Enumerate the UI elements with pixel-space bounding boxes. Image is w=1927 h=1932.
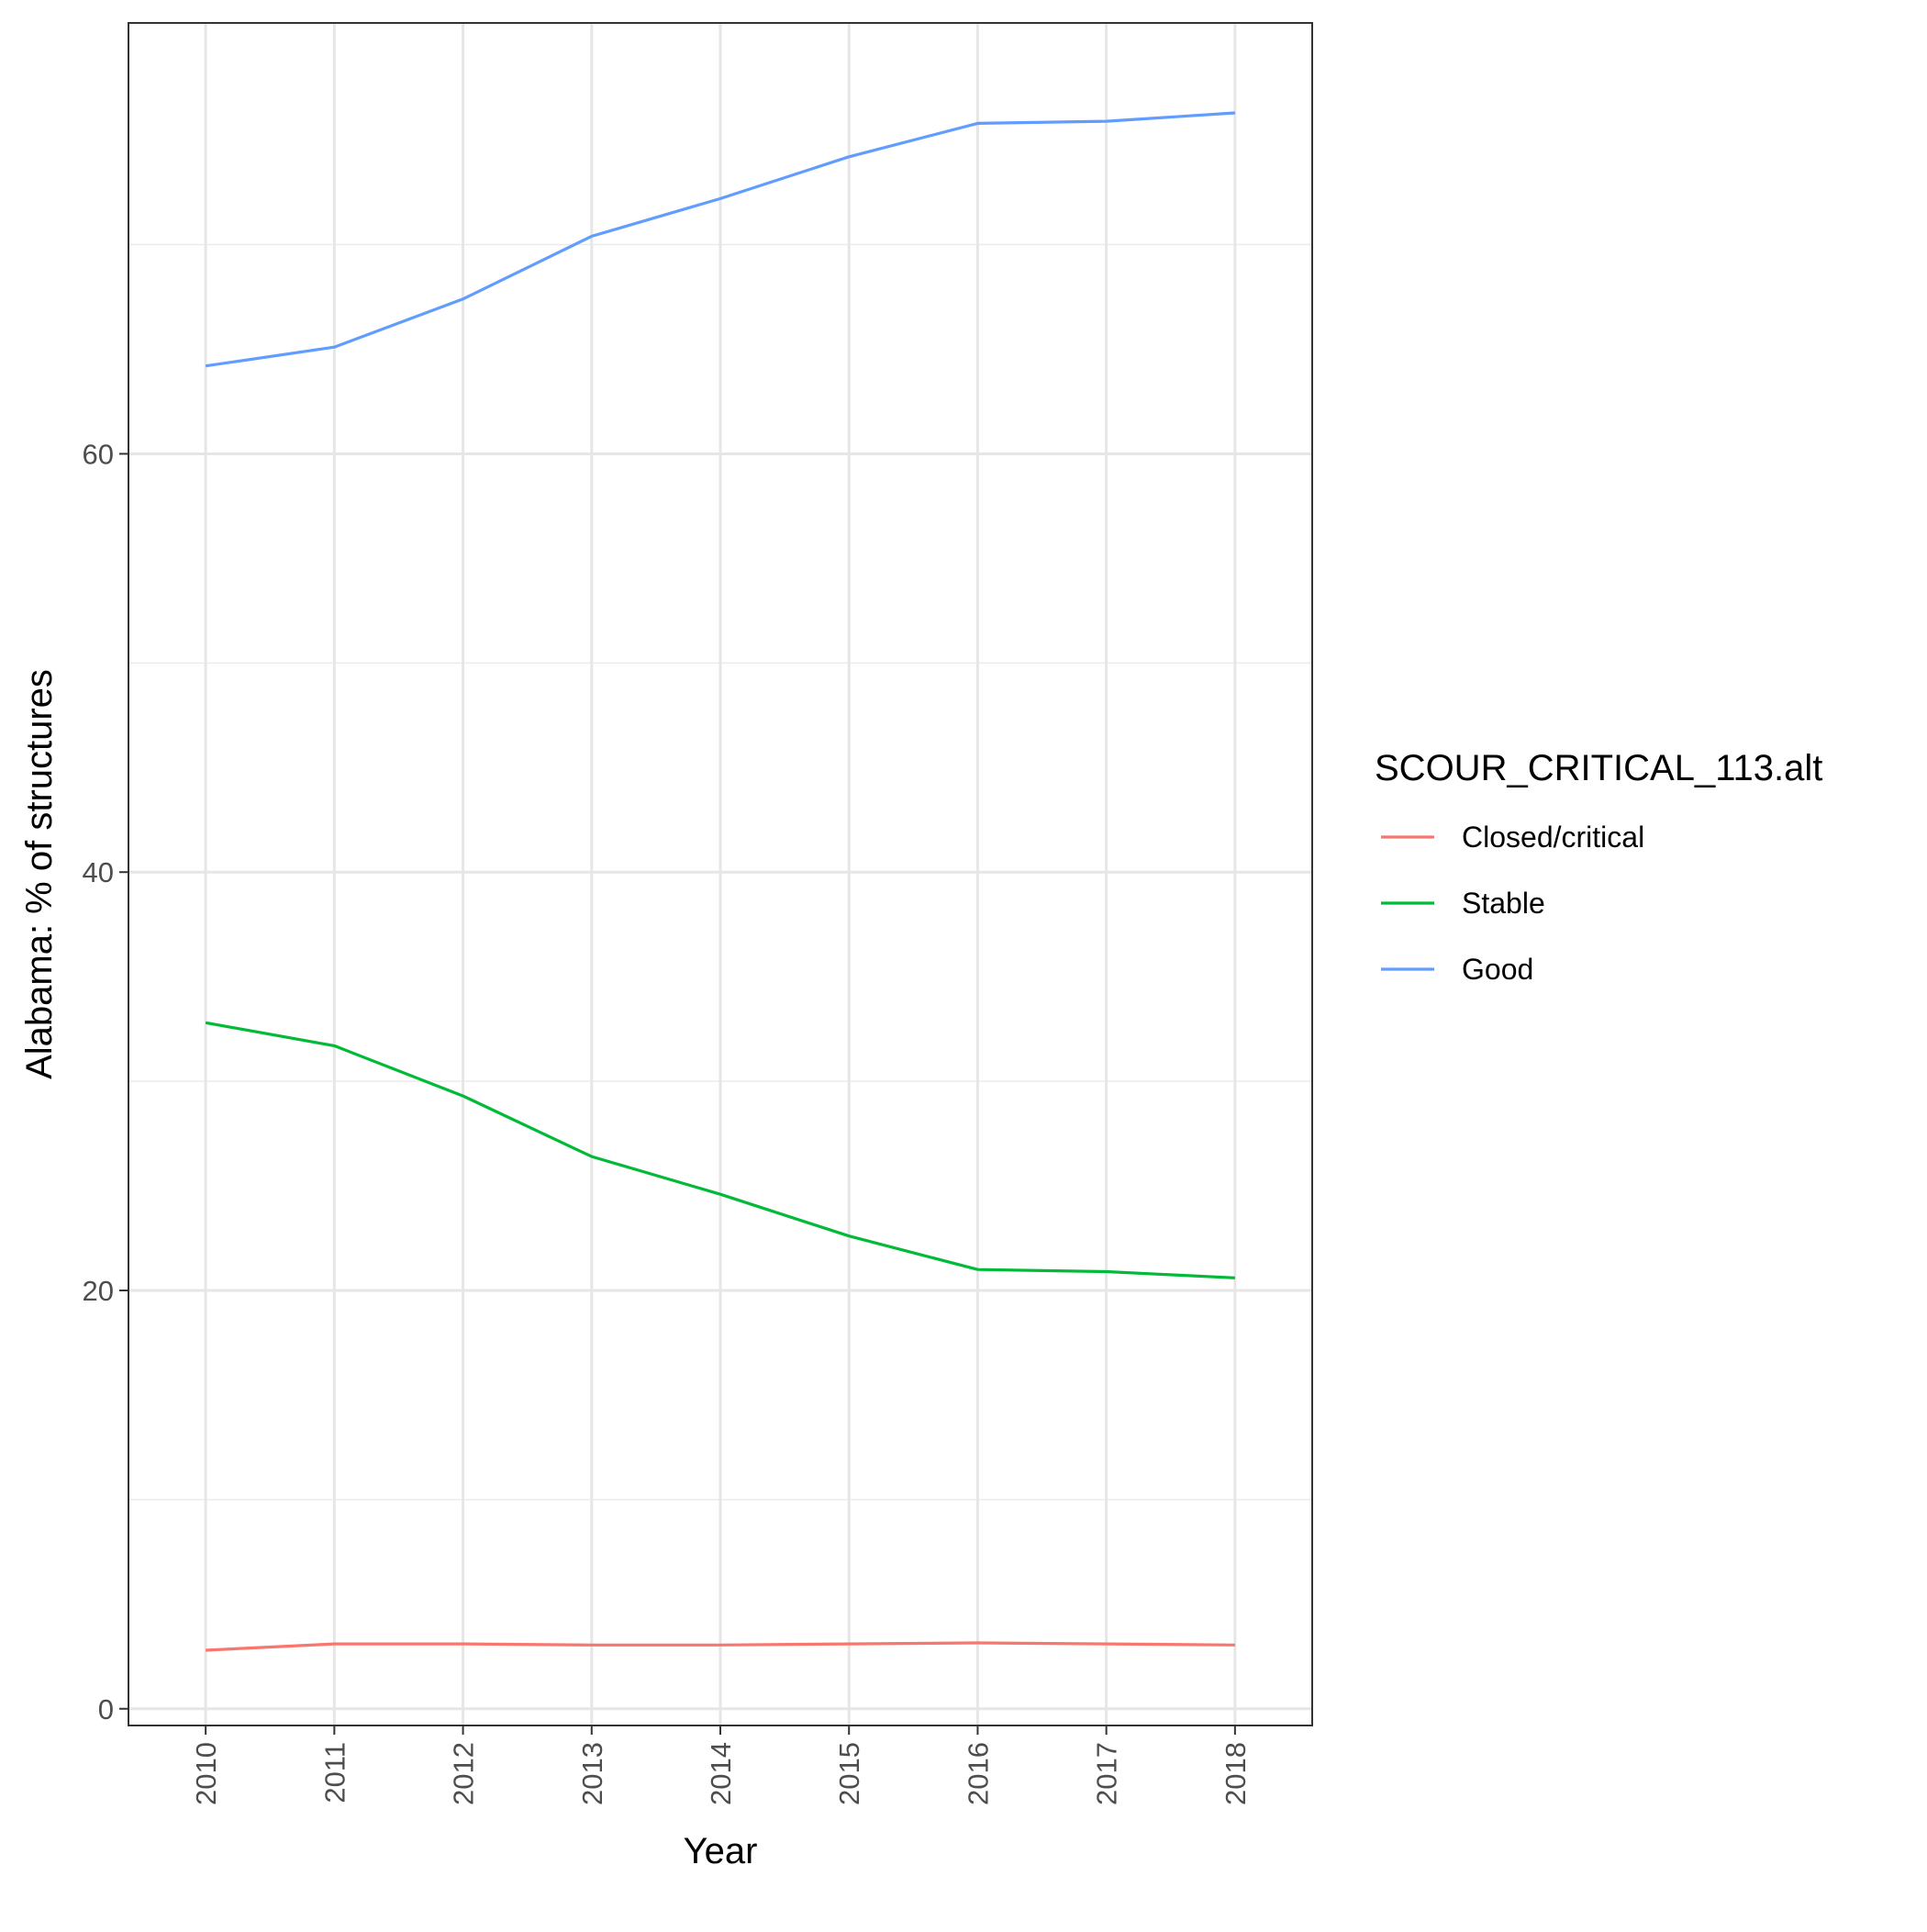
x-tick-label: 2010 bbox=[190, 1742, 222, 1805]
series-line-stable bbox=[205, 1021, 1235, 1279]
y-tick-label: 40 bbox=[83, 856, 114, 888]
x-tick-label: 2017 bbox=[1091, 1742, 1123, 1805]
legend-label: Good bbox=[1462, 953, 1533, 986]
x-tick-label: 2014 bbox=[705, 1742, 737, 1805]
legend: SCOUR_CRITICAL_113.alt Closed/critical St… bbox=[1375, 748, 1822, 986]
legend-title: SCOUR_CRITICAL_113.alt bbox=[1375, 748, 1822, 788]
y-axis-title: Alabama: % of structures bbox=[19, 669, 60, 1079]
x-tick-label: 2016 bbox=[962, 1742, 994, 1805]
y-tick-label: 0 bbox=[98, 1693, 114, 1725]
series-line-good bbox=[205, 111, 1236, 368]
x-tick-label: 2011 bbox=[318, 1742, 351, 1804]
x-axis: 2010 2011 2012 2013 2014 2015 2016 2017 2018 bbox=[190, 1725, 1252, 1805]
legend-label: Stable bbox=[1462, 887, 1545, 920]
x-tick-label: 2015 bbox=[833, 1742, 865, 1805]
y-tick-label: 60 bbox=[83, 438, 114, 470]
y-tick-label: 20 bbox=[83, 1275, 114, 1307]
x-tick-label: 2013 bbox=[576, 1742, 608, 1805]
grid bbox=[128, 23, 1312, 1725]
y-axis: 0 20 40 60 bbox=[83, 438, 128, 1725]
series-line-closed-critical bbox=[206, 1641, 1235, 1652]
legend-label: Closed/critical bbox=[1462, 821, 1644, 854]
x-axis-title: Year bbox=[684, 1831, 758, 1871]
x-tick-label: 2012 bbox=[448, 1742, 480, 1805]
series-lines bbox=[205, 111, 1236, 1652]
x-tick-label: 2018 bbox=[1220, 1742, 1252, 1805]
